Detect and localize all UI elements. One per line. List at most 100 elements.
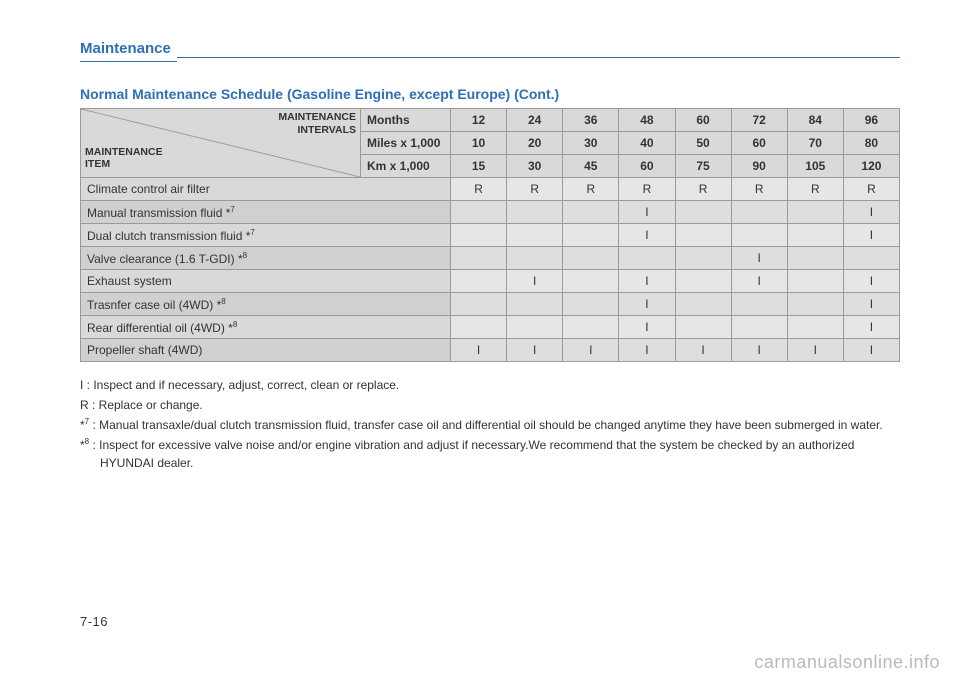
item-cell: I xyxy=(675,339,731,362)
item-name: Manual transmission fluid *7 xyxy=(81,201,451,224)
item-name: Propeller shaft (4WD) xyxy=(81,339,451,362)
item-cell xyxy=(507,316,563,339)
table-row: Rear differential oil (4WD) *8II xyxy=(81,316,900,339)
item-cell xyxy=(563,224,619,247)
hdr-cell: 10 xyxy=(451,132,507,155)
item-cell: I xyxy=(787,339,843,362)
item-cell: I xyxy=(619,339,675,362)
page-root: Maintenance Normal Maintenance Schedule … xyxy=(0,0,960,504)
item-cell xyxy=(731,201,787,224)
item-cell xyxy=(787,316,843,339)
table-row: Manual transmission fluid *7II xyxy=(81,201,900,224)
item-cell xyxy=(787,247,843,270)
item-cell: I xyxy=(619,293,675,316)
hdr-cell: 80 xyxy=(843,132,899,155)
item-cell: R xyxy=(843,178,899,201)
item-cell: I xyxy=(507,339,563,362)
hdr-cell: 40 xyxy=(619,132,675,155)
item-cell xyxy=(675,270,731,293)
item-cell: R xyxy=(731,178,787,201)
item-cell xyxy=(451,224,507,247)
header-rule xyxy=(177,56,900,58)
item-cell xyxy=(843,247,899,270)
item-name: Trasnfer case oil (4WD) *8 xyxy=(81,293,451,316)
item-cell xyxy=(731,316,787,339)
item-cell xyxy=(675,201,731,224)
item-name: Rear differential oil (4WD) *8 xyxy=(81,316,451,339)
item-cell: I xyxy=(507,270,563,293)
item-cell: I xyxy=(731,339,787,362)
item-cell xyxy=(563,316,619,339)
table-row: Trasnfer case oil (4WD) *8 I I xyxy=(81,293,900,316)
note-8: *8 : Inspect for excessive valve noise a… xyxy=(80,436,900,472)
item-cell xyxy=(507,224,563,247)
item-cell xyxy=(563,270,619,293)
item-cell: R xyxy=(675,178,731,201)
item-name: Dual clutch transmission fluid *7 xyxy=(81,224,451,247)
item-cell: I xyxy=(619,270,675,293)
interval-label-months: Months xyxy=(361,109,451,132)
item-cell xyxy=(619,247,675,270)
hdr-cell: 24 xyxy=(507,109,563,132)
item-cell xyxy=(787,270,843,293)
item-cell xyxy=(451,293,507,316)
hdr-cell: 90 xyxy=(731,155,787,178)
item-cell xyxy=(675,316,731,339)
hdr-cell: 45 xyxy=(563,155,619,178)
item-cell xyxy=(787,293,843,316)
item-cell xyxy=(451,316,507,339)
item-cell: I xyxy=(843,293,899,316)
hdr-cell: 50 xyxy=(675,132,731,155)
maintenance-table: MAINTENANCE INTERVALS MAINTENANCE ITEM M… xyxy=(80,108,900,362)
hdr-cell: 60 xyxy=(619,155,675,178)
watermark: carmanualsonline.info xyxy=(754,652,940,673)
item-cell: I xyxy=(843,201,899,224)
hdr-cell: 60 xyxy=(731,132,787,155)
hdr-cell: 15 xyxy=(451,155,507,178)
interval-label-km: Km x 1,000 xyxy=(361,155,451,178)
item-cell: R xyxy=(563,178,619,201)
table-title: Normal Maintenance Schedule (Gasoline En… xyxy=(80,86,900,102)
notes-block: I : Inspect and if necessary, adjust, co… xyxy=(80,376,900,472)
item-name: Valve clearance (1.6 T-GDI) *8 xyxy=(81,247,451,270)
item-name: Climate control air filter xyxy=(81,178,451,201)
hdr-cell: 36 xyxy=(563,109,619,132)
corner-bottom-label: MAINTENANCE ITEM xyxy=(85,146,163,171)
corner-cell: MAINTENANCE INTERVALS MAINTENANCE ITEM xyxy=(81,109,361,178)
item-cell xyxy=(563,293,619,316)
item-cell: R xyxy=(451,178,507,201)
table-row: Dual clutch transmission fluid *7II xyxy=(81,224,900,247)
item-cell: R xyxy=(507,178,563,201)
hdr-cell: 70 xyxy=(787,132,843,155)
item-cell: I xyxy=(731,270,787,293)
table-body: Climate control air filterRRRRRRRRManual… xyxy=(81,178,900,362)
section-title: Maintenance xyxy=(80,40,177,62)
hdr-cell: 12 xyxy=(451,109,507,132)
item-cell: I xyxy=(843,270,899,293)
note-R: R : Replace or change. xyxy=(80,396,900,414)
table-head: MAINTENANCE INTERVALS MAINTENANCE ITEM M… xyxy=(81,109,900,178)
note-I: I : Inspect and if necessary, adjust, co… xyxy=(80,376,900,394)
hdr-cell: 30 xyxy=(507,155,563,178)
item-cell xyxy=(451,270,507,293)
hdr-cell: 72 xyxy=(731,109,787,132)
corner-top-label: MAINTENANCE INTERVALS xyxy=(278,111,356,136)
hdr-cell: 84 xyxy=(787,109,843,132)
item-cell: I xyxy=(843,339,899,362)
item-name: Exhaust system xyxy=(81,270,451,293)
page-number: 7-16 xyxy=(80,614,108,629)
table-row: Exhaust system I I I I xyxy=(81,270,900,293)
item-cell xyxy=(675,293,731,316)
item-cell: I xyxy=(563,339,619,362)
item-cell xyxy=(507,293,563,316)
hdr-cell: 20 xyxy=(507,132,563,155)
hdr-cell: 96 xyxy=(843,109,899,132)
table-row: Valve clearance (1.6 T-GDI) *8 I xyxy=(81,247,900,270)
hdr-cell: 75 xyxy=(675,155,731,178)
item-cell xyxy=(451,247,507,270)
item-cell xyxy=(787,224,843,247)
item-cell xyxy=(507,201,563,224)
item-cell: I xyxy=(731,247,787,270)
item-cell xyxy=(507,247,563,270)
item-cell: I xyxy=(843,316,899,339)
